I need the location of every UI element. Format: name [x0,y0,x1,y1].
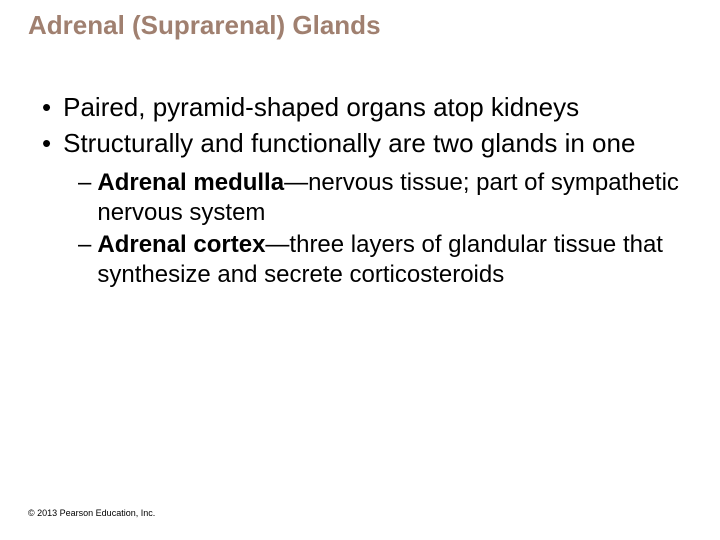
bullet-text: Paired, pyramid-shaped organs atop kidne… [63,90,579,124]
bullet-marker: • [42,126,51,160]
bullet-marker: • [42,90,51,124]
bullet-text: Structurally and functionally are two gl… [63,126,635,160]
slide-title: Adrenal (Suprarenal) Glands [28,10,381,41]
bullet-item: • Structurally and functionally are two … [42,126,690,160]
sub-bullet-bold: Adrenal medulla [97,169,284,196]
sub-bullet-item: – Adrenal cortex—three layers of glandul… [78,230,690,290]
bullet-item: • Paired, pyramid-shaped organs atop kid… [42,90,690,124]
sub-bullet-marker: – [78,168,91,198]
sub-bullet-bold: Adrenal cortex [97,231,265,258]
sub-bullet-list: – Adrenal medulla—nervous tissue; part o… [78,168,690,290]
sub-bullet-marker: – [78,230,91,260]
content-area: • Paired, pyramid-shaped organs atop kid… [42,90,690,292]
sub-bullet-text: Adrenal medulla—nervous tissue; part of … [97,168,690,228]
sub-bullet-item: – Adrenal medulla—nervous tissue; part o… [78,168,690,228]
sub-bullet-text: Adrenal cortex—three layers of glandular… [97,230,690,290]
copyright-text: © 2013 Pearson Education, Inc. [28,508,155,518]
